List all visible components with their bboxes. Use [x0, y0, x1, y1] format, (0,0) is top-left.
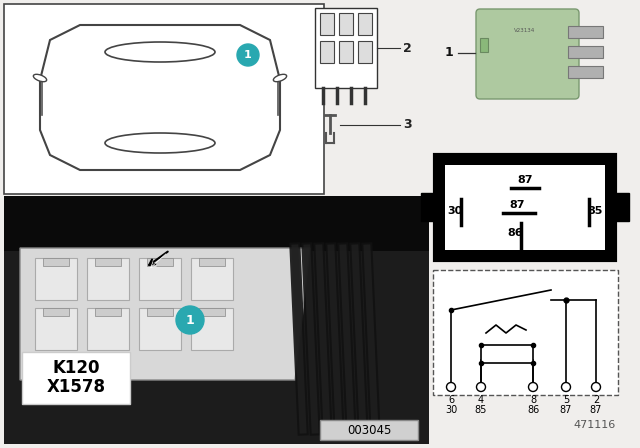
Bar	[199, 258, 225, 266]
Bar	[358, 13, 372, 35]
Bar	[35, 258, 77, 300]
Text: 86: 86	[527, 405, 539, 415]
Text: V23134: V23134	[515, 27, 536, 33]
Bar	[320, 420, 418, 440]
Bar	[147, 308, 173, 316]
Bar	[320, 41, 334, 63]
Text: 85: 85	[475, 405, 487, 415]
FancyBboxPatch shape	[476, 9, 579, 99]
Bar	[358, 41, 372, 63]
Bar	[421, 193, 435, 221]
Text: 471116: 471116	[573, 420, 616, 430]
Polygon shape	[40, 25, 280, 170]
Text: 5: 5	[563, 395, 569, 405]
Bar	[568, 46, 603, 58]
Text: 2: 2	[593, 395, 599, 405]
Circle shape	[561, 383, 570, 392]
Text: 3: 3	[403, 119, 412, 132]
Bar	[199, 308, 225, 316]
Bar	[615, 193, 629, 221]
Bar	[568, 66, 603, 78]
Polygon shape	[20, 248, 310, 380]
Bar	[4, 196, 429, 251]
Bar	[139, 258, 181, 300]
Bar	[568, 26, 603, 38]
Text: 87: 87	[517, 175, 532, 185]
Text: 86: 86	[507, 228, 523, 238]
Circle shape	[477, 383, 486, 392]
Text: 2: 2	[403, 42, 412, 55]
Bar	[147, 258, 173, 266]
Text: 87: 87	[560, 405, 572, 415]
Text: 87: 87	[590, 405, 602, 415]
Text: 87: 87	[509, 200, 525, 210]
Bar	[320, 13, 334, 35]
Text: 30: 30	[445, 405, 457, 415]
Bar	[4, 4, 324, 194]
Bar	[95, 258, 121, 266]
Circle shape	[447, 383, 456, 392]
Bar	[445, 165, 605, 250]
Text: 85: 85	[588, 206, 603, 216]
Bar	[339, 13, 353, 35]
Circle shape	[176, 306, 204, 334]
Text: 1: 1	[244, 50, 252, 60]
Circle shape	[237, 44, 259, 66]
Bar	[43, 308, 69, 316]
Bar	[87, 258, 129, 300]
Circle shape	[591, 383, 600, 392]
Text: 30: 30	[447, 206, 463, 216]
Bar	[95, 308, 121, 316]
Text: 4: 4	[478, 395, 484, 405]
Bar	[4, 196, 429, 444]
Ellipse shape	[105, 133, 215, 153]
Text: 8: 8	[530, 395, 536, 405]
Bar	[435, 155, 615, 260]
Ellipse shape	[33, 74, 47, 82]
Text: 1: 1	[186, 314, 195, 327]
Text: 003045: 003045	[347, 423, 391, 436]
Bar	[43, 258, 69, 266]
Bar	[481, 345, 533, 363]
Bar	[480, 38, 488, 52]
Text: X1578: X1578	[47, 378, 106, 396]
Text: 6: 6	[448, 395, 454, 405]
Circle shape	[529, 383, 538, 392]
Bar	[315, 8, 377, 88]
Bar	[433, 270, 618, 395]
Bar	[87, 308, 129, 350]
Bar	[139, 308, 181, 350]
Bar	[35, 308, 77, 350]
Bar	[22, 352, 130, 404]
Bar	[339, 41, 353, 63]
Ellipse shape	[273, 74, 287, 82]
Ellipse shape	[105, 42, 215, 62]
Text: 1: 1	[444, 47, 453, 60]
Bar	[191, 258, 233, 300]
Text: K120: K120	[52, 359, 100, 377]
Bar	[191, 308, 233, 350]
